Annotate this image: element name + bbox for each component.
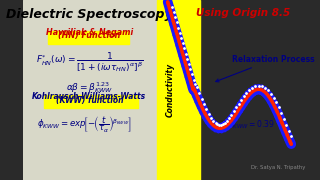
Text: $\phi_{KWW}=exp\!\left[-\!\left(\dfrac{t}{\tau_{\alpha}}\right)^{\!\beta_{KWW}}\: $\phi_{KWW}=exp\!\left[-\!\left(\dfrac{t… <box>37 115 132 135</box>
Text: $\beta_{KWW}=0.39$: $\beta_{KWW}=0.39$ <box>228 118 275 131</box>
Text: $\alpha\beta = \beta^{1.23}_{KWW}$: $\alpha\beta = \beta^{1.23}_{KWW}$ <box>66 80 113 95</box>
Text: Dielectric Spectroscopy: Dielectric Spectroscopy <box>6 8 172 21</box>
Bar <box>23 0 159 180</box>
Bar <box>157 0 200 180</box>
Text: Relaxation Process: Relaxation Process <box>216 55 314 82</box>
Bar <box>48 31 129 44</box>
Text: (HN) Function: (HN) Function <box>58 31 121 40</box>
Text: Conductivity: Conductivity <box>166 63 175 117</box>
Text: Using Origin 8.5: Using Origin 8.5 <box>196 8 290 18</box>
Text: Kohlrausch-Williams-Watts: Kohlrausch-Williams-Watts <box>32 92 146 101</box>
Text: $F^{*}_{HN}(\omega)=\dfrac{1}{[1+(i\omega\tau_{HN})^{\alpha}]^{\beta}}$: $F^{*}_{HN}(\omega)=\dfrac{1}{[1+(i\omeg… <box>36 50 143 74</box>
Bar <box>44 95 138 108</box>
Text: Dr. Satya N. Tripathy: Dr. Satya N. Tripathy <box>251 165 306 170</box>
Text: Havriliak & Negami: Havriliak & Negami <box>46 28 133 37</box>
Text: (KWW) function: (KWW) function <box>56 96 123 105</box>
